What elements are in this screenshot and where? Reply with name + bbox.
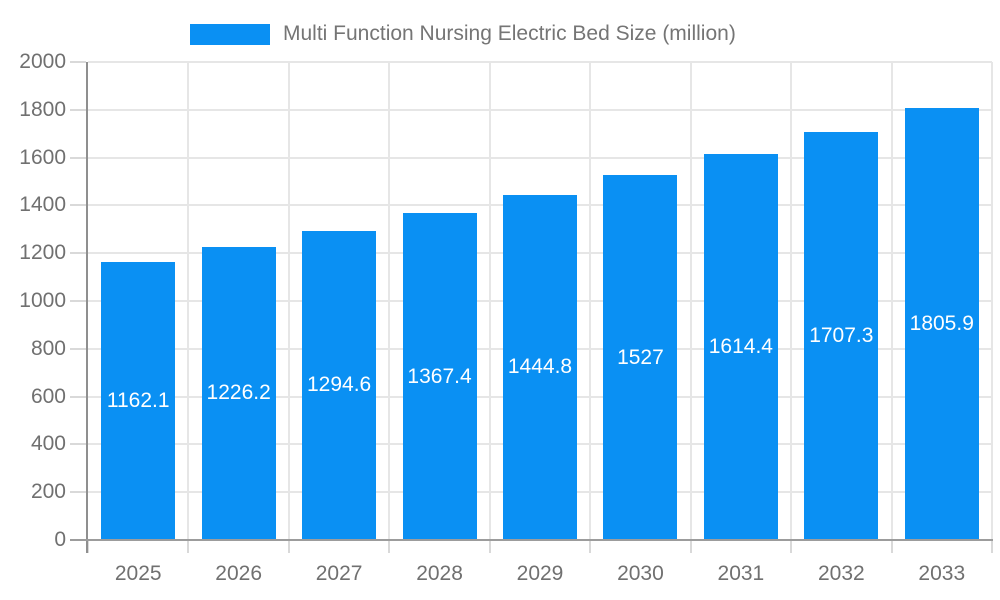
- bar: 1162.1: [101, 262, 176, 540]
- bar: 1367.4: [402, 213, 477, 540]
- x-axis-label: 2026: [215, 562, 263, 585]
- x-axis-label: 2025: [114, 562, 162, 585]
- chart-legend: Multi Function Nursing Electric Bed Size…: [190, 23, 736, 45]
- y-axis-label: 1400: [19, 193, 66, 217]
- x-tick: [187, 541, 190, 553]
- y-axis-label: 1800: [19, 97, 66, 121]
- x-gridline: [488, 62, 491, 540]
- x-tick: [388, 541, 391, 553]
- bar: 1444.8: [503, 194, 577, 540]
- bar-value-label: 1162.1: [106, 389, 170, 413]
- bar: 1614.4: [703, 154, 778, 540]
- x-tick: [287, 541, 290, 553]
- y-axis-label: 600: [30, 384, 66, 408]
- x-axis-label: 2031: [717, 562, 765, 585]
- bar: 1294.6: [302, 230, 377, 540]
- bar-value-label: 1805.9: [909, 312, 974, 336]
- y-tick: [70, 252, 86, 255]
- bar-value-label: 1527: [617, 345, 664, 369]
- bar-value-label: 1614.4: [708, 335, 773, 359]
- y-gridline: [88, 156, 992, 159]
- bar-value-label: 1226.2: [206, 381, 271, 405]
- x-tick: [790, 541, 793, 553]
- x-gridline: [790, 62, 793, 540]
- x-tick: [589, 541, 592, 553]
- bar: 1527: [603, 175, 678, 540]
- x-axis-label: 2030: [617, 562, 664, 585]
- legend-swatch: [190, 23, 270, 45]
- bar: 1707.3: [804, 131, 879, 540]
- x-axis-label: 2029: [516, 562, 564, 585]
- x-gridline: [287, 62, 290, 540]
- y-axis-label: 1200: [19, 241, 66, 265]
- x-gridline: [187, 62, 190, 540]
- y-tick: [70, 347, 86, 350]
- legend-label: Multi Function Nursing Electric Bed Size…: [283, 22, 736, 45]
- y-tick: [70, 443, 86, 446]
- x-tick: [488, 541, 491, 553]
- x-gridline: [890, 62, 893, 540]
- y-gridline: [88, 61, 992, 63]
- y-axis-label: 800: [30, 336, 66, 360]
- x-tick: [689, 541, 692, 553]
- y-axis-label: 0: [54, 528, 66, 551]
- y-axis-line: [86, 62, 88, 553]
- y-axis-label: 200: [30, 480, 66, 504]
- bar: 1226.2: [201, 246, 276, 540]
- y-axis-label: 1600: [19, 145, 66, 169]
- y-gridline: [88, 108, 992, 111]
- y-tick: [70, 61, 86, 63]
- y-tick: [70, 108, 86, 111]
- x-gridline: [589, 62, 592, 540]
- y-tick: [70, 395, 86, 398]
- x-axis-label: 2028: [416, 562, 463, 585]
- y-tick: [70, 204, 86, 207]
- bar-value-label: 1367.4: [407, 364, 472, 388]
- bar-value-label: 1444.8: [507, 355, 573, 379]
- x-gridline: [991, 62, 993, 540]
- x-axis-line: [70, 539, 993, 541]
- x-axis-label: 2027: [315, 562, 363, 585]
- y-tick: [70, 300, 86, 302]
- y-tick: [70, 491, 86, 494]
- y-axis-label: 400: [30, 432, 66, 456]
- x-gridline: [689, 62, 692, 540]
- bar: 1805.9: [904, 108, 979, 540]
- bar-value-label: 1294.6: [306, 373, 372, 397]
- bar-value-label: 1707.3: [809, 323, 874, 347]
- x-gridline: [388, 62, 391, 540]
- x-tick: [991, 541, 993, 553]
- x-axis-label: 2033: [918, 562, 966, 585]
- x-axis-label: 2032: [817, 562, 865, 585]
- y-axis-label: 2000: [19, 50, 66, 73]
- x-tick: [890, 541, 893, 553]
- y-axis-label: 1000: [19, 289, 66, 312]
- y-tick: [70, 156, 86, 159]
- x-tick: [87, 541, 89, 553]
